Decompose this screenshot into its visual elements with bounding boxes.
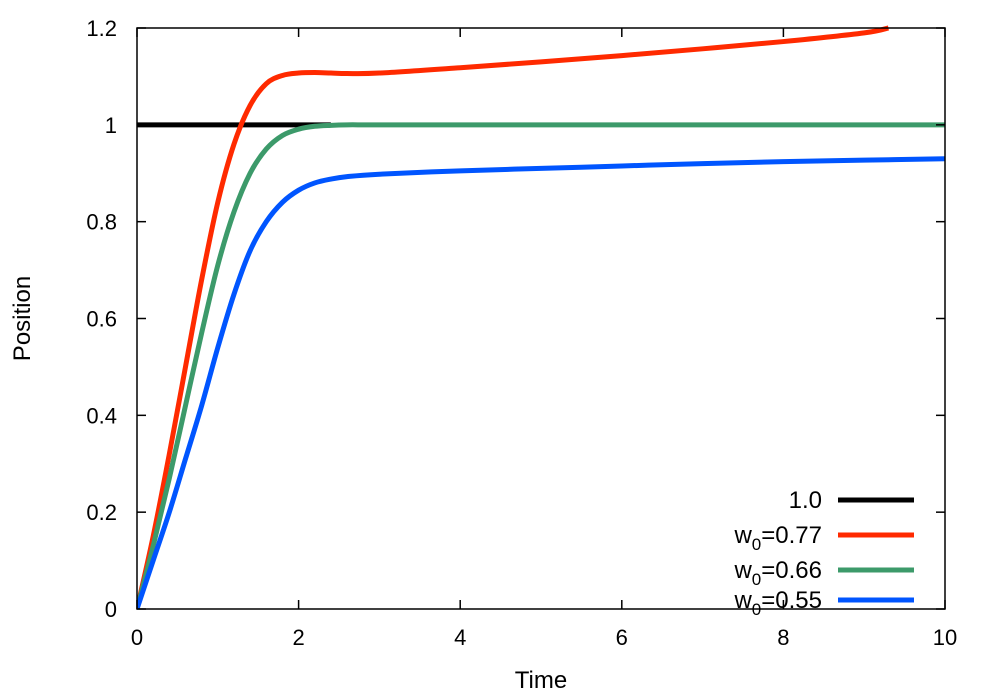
y-tick-label: 1.2: [86, 16, 117, 41]
series-line-3: [137, 156, 945, 610]
series-layer: [137, 25, 945, 610]
x-tick-label: 2: [292, 625, 304, 650]
legend-label-0: 1.0: [789, 487, 822, 514]
y-axis-label: Position: [9, 276, 36, 361]
y-tick-label: 1: [105, 113, 117, 138]
y-tick-label: 0.2: [86, 500, 117, 525]
x-tick-label: 4: [454, 625, 466, 650]
series-line-2: [137, 122, 945, 610]
x-tick-label: 6: [616, 625, 628, 650]
series-line-1: [137, 25, 889, 610]
x-axis-label: Time: [515, 667, 567, 694]
tick-labels-layer: 0 2 4 6 8 10 0 0.2 0.4 0.6 0.8 1 1.2: [86, 16, 957, 650]
legend-label-3: w0=0.55: [733, 587, 822, 619]
legend-label-2: w0=0.66: [733, 557, 822, 589]
y-tick-label: 0.8: [86, 210, 117, 235]
y-tick-label: 0.4: [86, 403, 117, 428]
legend-label-1: w0=0.77: [733, 522, 822, 554]
x-tick-label: 10: [933, 625, 957, 650]
y-tick-label: 0: [105, 597, 117, 622]
y-tick-label: 0.6: [86, 307, 117, 332]
ticks-layer: [136, 27, 946, 610]
x-tick-label: 0: [131, 625, 143, 650]
x-tick-label: 8: [777, 625, 789, 650]
